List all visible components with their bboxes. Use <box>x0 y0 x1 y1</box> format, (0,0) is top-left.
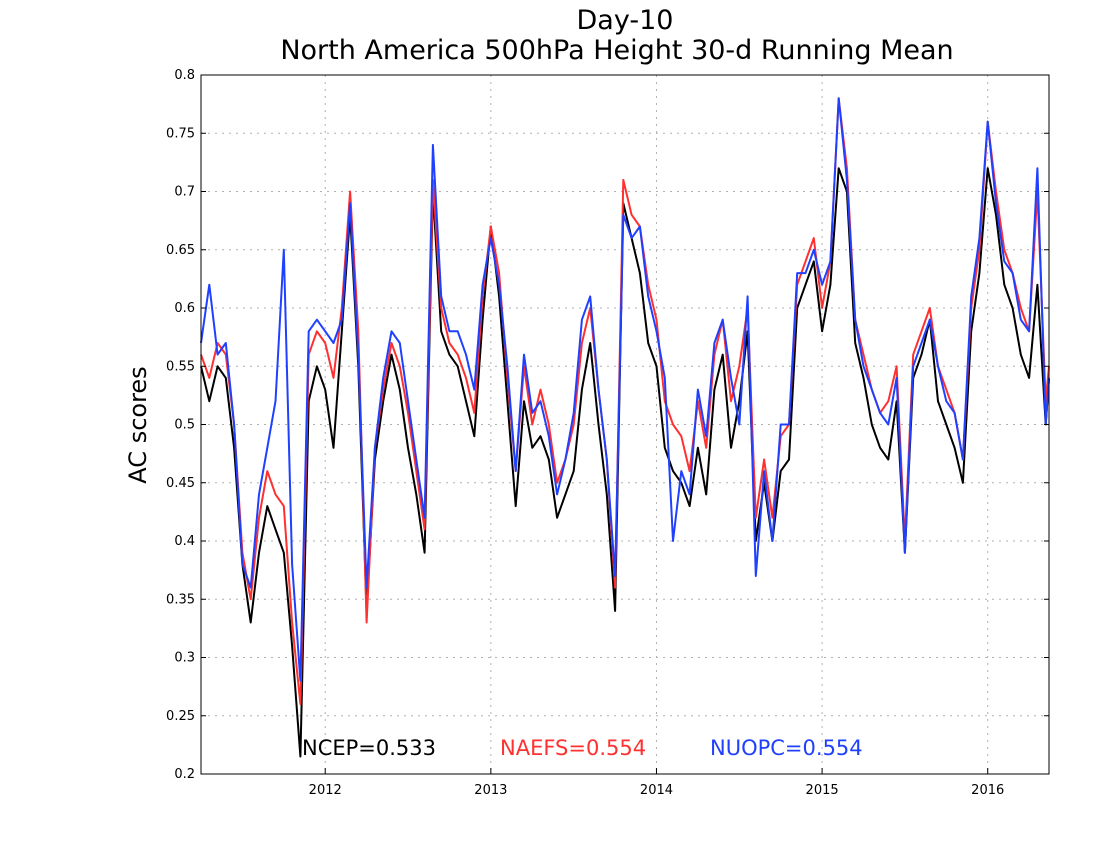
x-tick-label: 2015 <box>806 783 839 798</box>
y-tick-label: 0.45 <box>166 476 195 491</box>
chart-subtitle: North America 500hPa Height 30-d Running… <box>280 35 953 66</box>
x-tick-label: 2013 <box>474 783 507 798</box>
legend-entry-nuopc: NUOPC=0.554 <box>710 736 863 760</box>
y-tick-label: 0.35 <box>166 592 195 607</box>
y-tick-label: 0.8 <box>174 68 195 83</box>
y-tick-label: 0.3 <box>174 651 195 666</box>
series-line-ncep <box>200 167 1050 758</box>
y-tick-label: 0.55 <box>166 359 195 374</box>
series-line-nuopc <box>200 97 1050 682</box>
legend-entry-ncep: NCEP=0.533 <box>302 736 436 760</box>
chart-title: Day-10 <box>577 5 674 36</box>
x-tick-label: 2016 <box>971 783 1004 798</box>
y-tick-label: 0.6 <box>174 301 195 316</box>
y-tick-label: 0.25 <box>166 709 195 724</box>
y-tick-label: 0.4 <box>174 534 195 549</box>
axis-ticks: 0.2 0.25 0.3 0.35 0.4 0.45 0.5 0.55 0.6 0.65 0.7 0.… <box>166 68 1049 798</box>
legend-entry-naefs: NAEFS=0.554 <box>500 736 646 760</box>
legend: NCEP=0.533 NAEFS=0.554 NUOPC=0.554 <box>302 736 863 760</box>
plot-series <box>200 97 1050 758</box>
grid <box>201 75 1049 774</box>
y-tick-label: 0.5 <box>174 418 195 433</box>
x-tick-label: 2012 <box>309 783 342 798</box>
y-tick-label: 0.65 <box>166 243 195 258</box>
y-tick-label: 0.75 <box>166 126 195 141</box>
y-tick-label: 0.2 <box>174 767 195 782</box>
series-line-naefs <box>200 97 1050 706</box>
y-tick-label: 0.7 <box>174 185 195 200</box>
y-axis-label: AC scores <box>124 366 152 483</box>
x-tick-label: 2014 <box>640 783 673 798</box>
